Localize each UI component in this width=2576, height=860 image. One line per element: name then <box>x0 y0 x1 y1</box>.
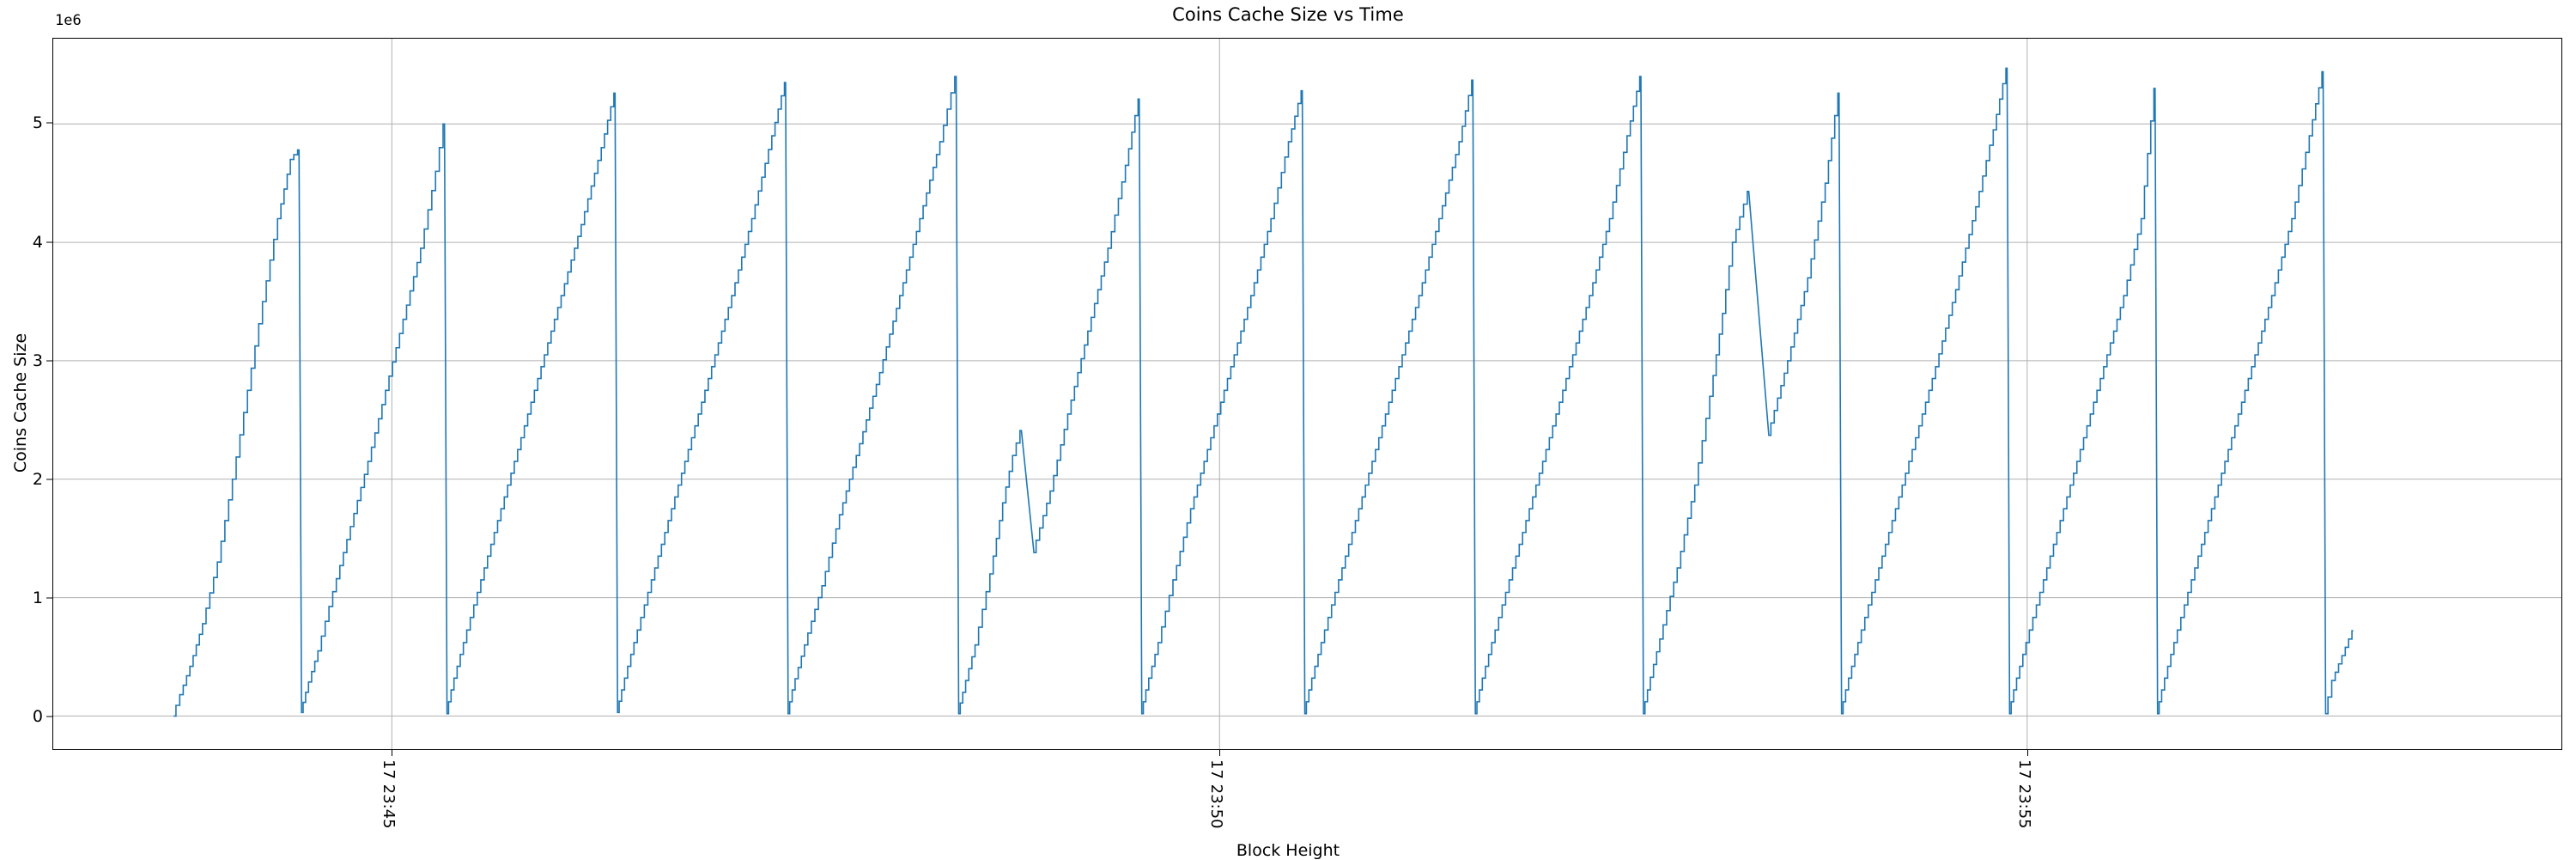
y-tick-label-1: 1 <box>32 589 43 608</box>
y-tick-label-2: 2 <box>32 469 43 489</box>
gridlines <box>53 39 2561 749</box>
x-tick-label: 17 23:55 <box>2015 759 2034 829</box>
y-tick-mark <box>46 597 52 599</box>
plot-area <box>52 38 2562 750</box>
line-series-coins-cache-size <box>173 68 2353 716</box>
y-tick-label-4: 4 <box>32 232 43 252</box>
y-tick-label-5: 5 <box>32 113 43 133</box>
x-axis-label-text: Block Height <box>1236 841 1340 860</box>
y-axis-label: Coins Cache Size <box>11 332 30 473</box>
y-tick-mark <box>46 122 52 124</box>
x-tick-mark <box>1219 750 1221 756</box>
x-tick-mark <box>2027 750 2029 756</box>
page-title: Coins Cache Size vs Time <box>1172 4 1404 25</box>
data-series-line <box>53 39 2561 749</box>
y-tick-label-0: 0 <box>32 707 43 727</box>
x-tick-label: 17 23:45 <box>379 759 398 829</box>
y-axis-tick-labels: 5 4 3 2 1 0 <box>0 0 43 859</box>
y-tick-mark <box>46 360 52 362</box>
y-axis-offset-label: 1e6 <box>55 12 82 29</box>
y-tick-label-3: 3 <box>32 351 43 370</box>
x-tick-label: 17 23:50 <box>1207 759 1226 829</box>
y-tick-mark <box>46 241 52 243</box>
